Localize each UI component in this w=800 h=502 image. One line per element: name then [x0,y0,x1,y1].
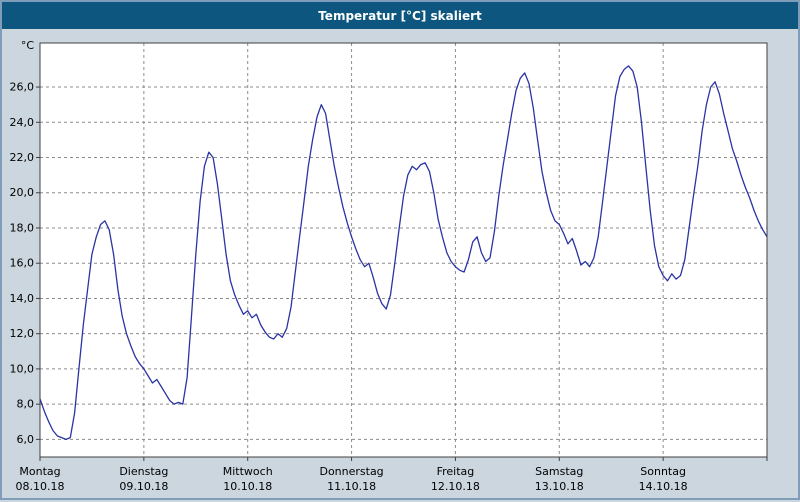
plot-background [40,43,767,457]
x-day-label: Montag [19,465,60,478]
x-date-label: 14.10.18 [639,480,688,493]
x-day-label: Mittwoch [223,465,273,478]
y-tick-label: 22,0 [10,151,35,164]
title-bar: Temperatur [°C] skaliert [2,2,798,29]
series-line [39,65,768,441]
x-day-label: Freitag [437,465,475,478]
y-tick-label: 20,0 [10,186,35,199]
x-date-label: 13.10.18 [535,480,584,493]
x-date-label: 12.10.18 [431,480,480,493]
y-tick-label: 8,0 [17,398,35,411]
x-day-label: Samstag [535,465,583,478]
x-day-label: Sonntag [640,465,686,478]
x-date-label: 11.10.18 [327,480,376,493]
y-tick-label: 16,0 [10,257,35,270]
x-date-label: 09.10.18 [119,480,168,493]
x-day-label: Dienstag [119,465,168,478]
chart-area: 6,0 8,0 10,0 12,0 14,0 16,0 18,0 20,0 22,0 24,0 26… [2,29,798,498]
temperature-chart: 6,0 8,0 10,0 12,0 14,0 16,0 18,0 20,0 22,0 24,0 26… [10,39,768,493]
y-tick-label: 10,0 [10,362,35,375]
y-tick-label: 14,0 [10,292,35,305]
y-tick-label: 24,0 [10,116,35,129]
y-tick-label: 12,0 [10,327,35,340]
x-date-label: 08.10.18 [16,480,65,493]
y-tick-label: 18,0 [10,221,35,234]
y-axis-unit-label: °C [21,39,35,52]
plot-border [39,42,768,458]
x-date-label: 10.10.18 [223,480,272,493]
chart-title: Temperatur [°C] skaliert [318,8,482,23]
y-tick-label: 6,0 [17,433,35,446]
x-day-label: Donnerstag [319,465,383,478]
y-tick-label: 26,0 [10,81,35,94]
